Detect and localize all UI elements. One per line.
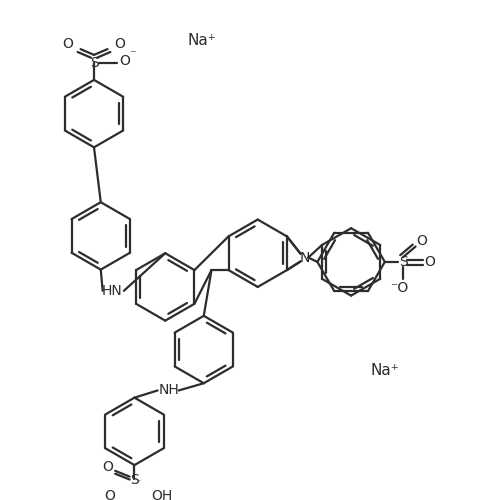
Text: HN: HN bbox=[102, 284, 122, 298]
Text: O: O bbox=[424, 255, 436, 269]
Text: ⁻O: ⁻O bbox=[390, 281, 408, 295]
Text: O: O bbox=[120, 54, 130, 68]
Text: OH: OH bbox=[151, 489, 172, 500]
Text: O: O bbox=[416, 234, 427, 247]
Text: ⁻: ⁻ bbox=[129, 48, 136, 62]
Text: O: O bbox=[114, 38, 126, 52]
Text: Na⁺: Na⁺ bbox=[188, 33, 216, 48]
Text: O: O bbox=[62, 38, 74, 52]
Text: Na⁺: Na⁺ bbox=[370, 363, 399, 378]
Text: NH: NH bbox=[158, 384, 180, 398]
Text: O: O bbox=[102, 460, 113, 474]
Text: N: N bbox=[299, 250, 310, 264]
Text: S: S bbox=[130, 474, 139, 488]
Text: S: S bbox=[90, 56, 98, 70]
Text: O: O bbox=[104, 489, 115, 500]
Text: S: S bbox=[398, 255, 407, 269]
